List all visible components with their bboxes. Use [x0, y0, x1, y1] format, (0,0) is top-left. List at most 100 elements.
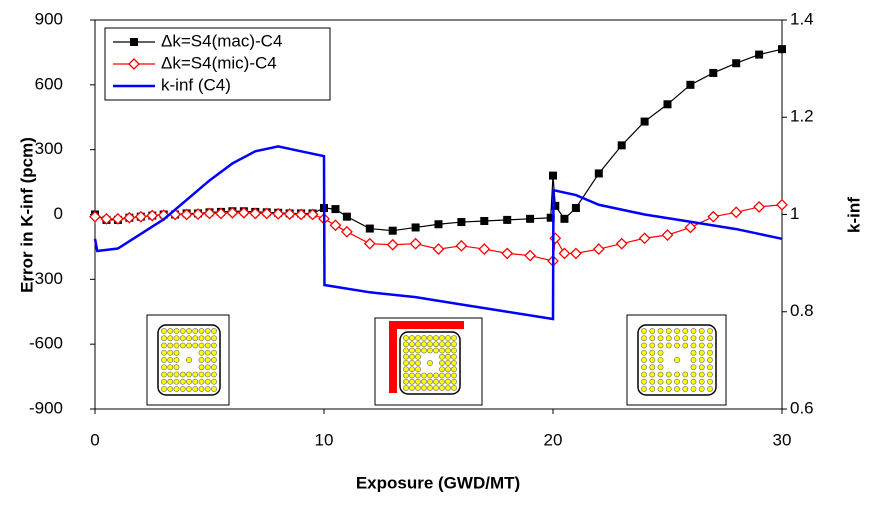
pin [445, 353, 451, 360]
pin [409, 347, 415, 354]
pin [421, 335, 427, 341]
pin [211, 357, 217, 363]
marker [661, 229, 674, 241]
pin [211, 349, 217, 356]
pin [161, 335, 167, 342]
pin [173, 371, 180, 378]
y-tick-label: 600 [35, 74, 63, 93]
pin [161, 342, 167, 349]
pin [649, 386, 656, 392]
pin [649, 364, 656, 371]
pin [674, 357, 680, 363]
pin [198, 328, 205, 334]
pin [451, 378, 457, 385]
pin [657, 357, 664, 363]
pin [690, 349, 697, 356]
pin [657, 378, 664, 385]
pin [439, 347, 445, 354]
pin [445, 366, 451, 373]
pin [707, 378, 713, 385]
pin [698, 364, 705, 371]
pin [445, 335, 451, 341]
pin [204, 364, 211, 371]
y2-tick-label: 1 [790, 204, 799, 223]
marker [306, 208, 319, 221]
pin [427, 335, 433, 341]
marker [434, 220, 443, 229]
pin [439, 360, 445, 366]
marker [501, 247, 514, 260]
marker [365, 224, 374, 233]
pin [649, 342, 656, 349]
pin [415, 378, 421, 385]
y2-tick-label: 0.6 [790, 398, 814, 417]
marker [640, 117, 649, 126]
pin [674, 386, 680, 392]
pin [674, 342, 680, 349]
marker [478, 243, 491, 255]
marker [388, 226, 397, 235]
pin [173, 378, 180, 385]
pin [433, 385, 439, 391]
red-bar [389, 321, 397, 393]
pin [173, 328, 180, 334]
pin [451, 341, 457, 348]
marker [192, 208, 204, 220]
marker [684, 221, 697, 234]
pin [707, 328, 713, 334]
pin [427, 347, 433, 354]
pin [204, 378, 211, 385]
pin [211, 371, 217, 378]
pin [167, 328, 174, 334]
pin [198, 357, 205, 363]
pin [179, 335, 186, 342]
pin [198, 342, 205, 349]
pin [427, 341, 433, 348]
pin [451, 353, 457, 360]
pin [707, 357, 713, 363]
pin [649, 335, 656, 342]
pin [698, 357, 705, 363]
pin [403, 347, 409, 354]
marker [111, 212, 124, 225]
marker [617, 141, 626, 150]
pin [433, 335, 439, 341]
pin [167, 342, 174, 349]
marker [134, 210, 147, 223]
legend-label: Δk=S4(mic)-C4 [161, 53, 277, 72]
marker [480, 216, 489, 225]
pin [657, 364, 664, 371]
pin [421, 372, 427, 379]
pin [211, 335, 217, 342]
pin [161, 364, 167, 371]
pin [682, 378, 689, 385]
pin [665, 386, 672, 392]
pin [198, 386, 205, 392]
pin [409, 366, 415, 373]
marker [730, 206, 743, 219]
marker [663, 100, 672, 109]
marker [386, 238, 399, 251]
pin [198, 335, 205, 342]
pin [186, 357, 192, 363]
pin [192, 386, 199, 392]
pin [167, 357, 174, 363]
pin [211, 328, 217, 334]
pin [641, 364, 647, 371]
pin [192, 335, 199, 342]
pin [641, 357, 647, 363]
marker [707, 210, 720, 223]
marker [226, 206, 239, 219]
pin [427, 372, 433, 379]
pin [439, 372, 445, 379]
pin [173, 364, 180, 371]
marker [551, 201, 560, 210]
pin [421, 341, 427, 348]
pin [451, 335, 457, 341]
legend-marker [130, 38, 138, 46]
marker [778, 45, 786, 54]
pin [665, 378, 672, 385]
pin [415, 335, 421, 341]
marker [549, 232, 562, 245]
pin [415, 353, 421, 360]
